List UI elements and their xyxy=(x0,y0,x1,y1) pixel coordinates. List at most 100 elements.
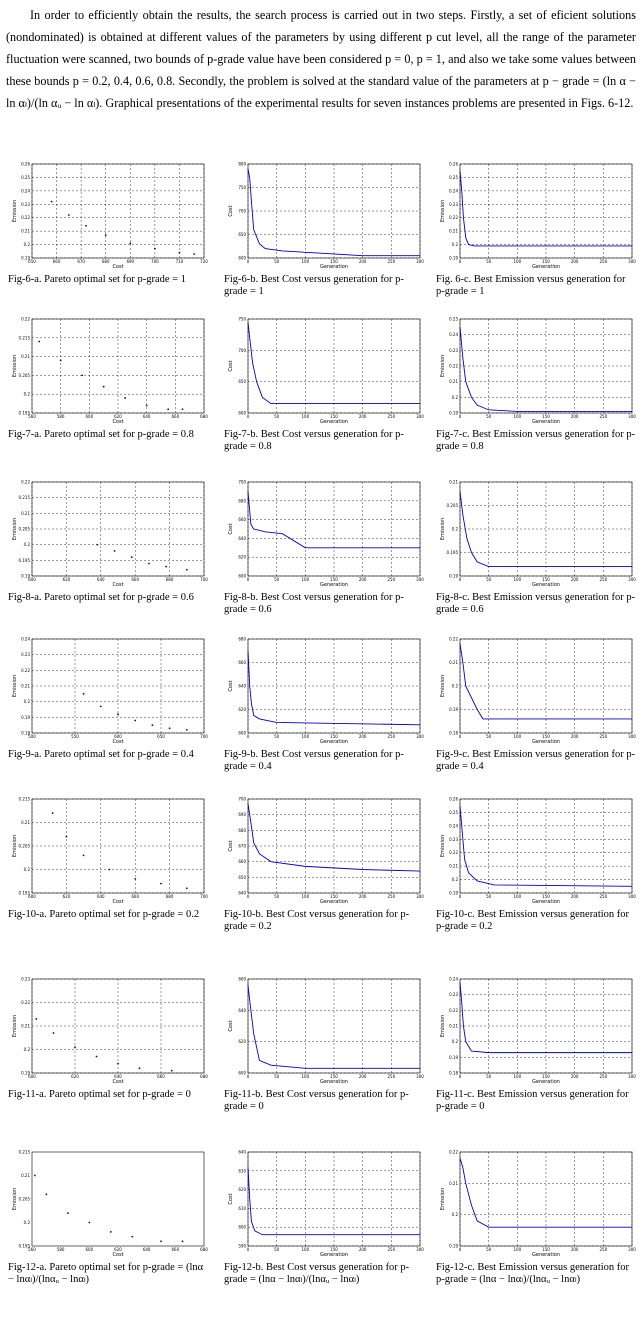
x-tick-label: 600 xyxy=(28,577,36,582)
y-tick-label: 620 xyxy=(238,707,246,712)
y-tick-label: 700 xyxy=(238,797,246,802)
point xyxy=(168,727,171,730)
point xyxy=(151,724,154,727)
y-tick-label: 640 xyxy=(238,1008,246,1013)
x-tick-label: 0 xyxy=(247,894,250,899)
caption: Fig-9-b. Best Cost versus generation for… xyxy=(224,749,404,772)
line xyxy=(247,985,420,1069)
x-tick-label: 580 xyxy=(57,1247,65,1252)
y-tick-label: 700 xyxy=(238,348,246,353)
x-tick-label: 50 xyxy=(274,1247,280,1252)
y-tick-label: 0.2 xyxy=(452,877,459,882)
y-tick-label: 0.23 xyxy=(449,202,458,207)
point xyxy=(178,251,181,254)
y-tick-label: 0.2 xyxy=(452,1039,459,1044)
line xyxy=(247,491,420,549)
chart: 0.195 0.2 0.205 0.21 0.215 560 580 600 620 640 660… xyxy=(12,1150,208,1259)
x-tick-label: 200 xyxy=(571,414,579,419)
y-tick-label: 0.2 xyxy=(24,699,31,704)
x-axis-label: Generation xyxy=(532,899,560,905)
x-tick-label: 500 xyxy=(28,734,36,739)
x-tick-label: 150 xyxy=(542,259,550,264)
y-tick-label: 600 xyxy=(238,731,246,736)
point xyxy=(65,835,68,838)
chart: 600 620 640 660 0 50 100 150 200 250 300 Generation… xyxy=(228,977,424,1086)
caption: Fig-7-a. Pareto optimal set for p-grade … xyxy=(8,429,194,440)
x-axis-label: Cost xyxy=(112,899,123,905)
y-tick-label: 0.18 xyxy=(449,1071,458,1076)
y-tick-label: 0.25 xyxy=(449,175,458,180)
x-tick-label: 680 xyxy=(200,1074,208,1079)
y-tick-label: 0.2 xyxy=(452,527,459,532)
x-tick-label: 690 xyxy=(126,259,134,264)
x-tick-label: 100 xyxy=(514,894,522,899)
y-tick-label: 0.23 xyxy=(449,837,458,842)
y-tick-label: 0.195 xyxy=(19,891,31,896)
x-tick-label: 50 xyxy=(274,894,280,899)
point xyxy=(108,868,111,871)
point xyxy=(109,1231,112,1233)
x-tick-label: 150 xyxy=(542,734,550,739)
plot-area xyxy=(459,163,633,259)
point xyxy=(129,242,132,245)
y-tick-label: 0.2 xyxy=(452,395,459,400)
y-tick-label: 640 xyxy=(238,536,246,541)
y-tick-label: 0.23 xyxy=(21,977,30,982)
point xyxy=(33,1174,36,1177)
x-tick-label: 50 xyxy=(274,414,280,419)
y-tick-label: 0.205 xyxy=(19,527,31,532)
x-tick-label: 300 xyxy=(628,414,636,419)
y-axis-label: Emission xyxy=(440,1188,446,1210)
plot-area xyxy=(247,978,421,1074)
y-axis-label: Cost xyxy=(228,523,234,534)
y-axis-label: Emission xyxy=(12,835,18,857)
y-tick-label: 0.21 xyxy=(449,379,458,384)
y-tick-label: 0.24 xyxy=(449,332,458,337)
x-axis-label: Cost xyxy=(112,1252,123,1258)
point xyxy=(170,1069,173,1072)
y-tick-label: 0.19 xyxy=(449,574,458,579)
x-tick-label: 680 xyxy=(166,577,174,582)
y-tick-label: 0.24 xyxy=(449,977,458,982)
point xyxy=(104,234,107,237)
figure: 0.18 0.19 0.2 0.21 0.22 0 50 100 150 200 250 300 Gen… xyxy=(436,635,636,773)
point xyxy=(145,404,148,407)
x-tick-label: 250 xyxy=(600,894,608,899)
x-tick-label: 620 xyxy=(114,414,122,419)
figure: 0.19 0.2 0.21 0.22 0.23 0.24 0.25 0.26 0 50 100 150… xyxy=(436,795,636,933)
x-tick-label: 720 xyxy=(200,259,208,264)
x-tick-label: 250 xyxy=(388,1074,396,1079)
point xyxy=(50,200,53,203)
y-axis-label: Emission xyxy=(440,355,446,377)
x-tick-label: 680 xyxy=(200,1247,208,1252)
x-tick-label: 300 xyxy=(628,734,636,739)
line xyxy=(247,803,421,872)
y-tick-label: 0.2 xyxy=(24,392,31,397)
y-tick-label: 0.19 xyxy=(21,1071,30,1076)
x-axis-label: Generation xyxy=(320,419,348,425)
x-tick-label: 700 xyxy=(151,259,159,264)
y-tick-label: 600 xyxy=(238,1225,246,1230)
y-axis-label: Cost xyxy=(228,1020,234,1031)
x-tick-label: 700 xyxy=(200,734,208,739)
x-tick-label: 250 xyxy=(388,259,396,264)
y-tick-label: 610 xyxy=(238,1206,246,1211)
x-tick-label: 560 xyxy=(28,1247,36,1252)
plot-area xyxy=(247,318,421,414)
x-tick-label: 300 xyxy=(628,577,636,582)
x-tick-label: 50 xyxy=(486,414,492,419)
y-tick-label: 0.2 xyxy=(24,542,31,547)
y-tick-label: 700 xyxy=(238,480,246,485)
y-tick-label: 0.19 xyxy=(449,891,458,896)
x-tick-label: 200 xyxy=(359,1074,367,1079)
x-tick-label: 0 xyxy=(247,259,250,264)
figure: 600 620 640 660 680 0 50 100 150 200 250 300 Generat… xyxy=(224,635,424,773)
x-tick-label: 50 xyxy=(274,259,280,264)
figure: 600 650 700 750 0 50 100 150 200 250 300 Generation… xyxy=(224,315,424,453)
y-axis-label: Cost xyxy=(228,205,234,216)
y-tick-label: 0.21 xyxy=(21,511,30,516)
y-tick-label: 0.215 xyxy=(19,1150,31,1155)
x-axis-label: Generation xyxy=(320,899,348,905)
point xyxy=(181,408,184,411)
x-tick-label: 200 xyxy=(571,894,579,899)
